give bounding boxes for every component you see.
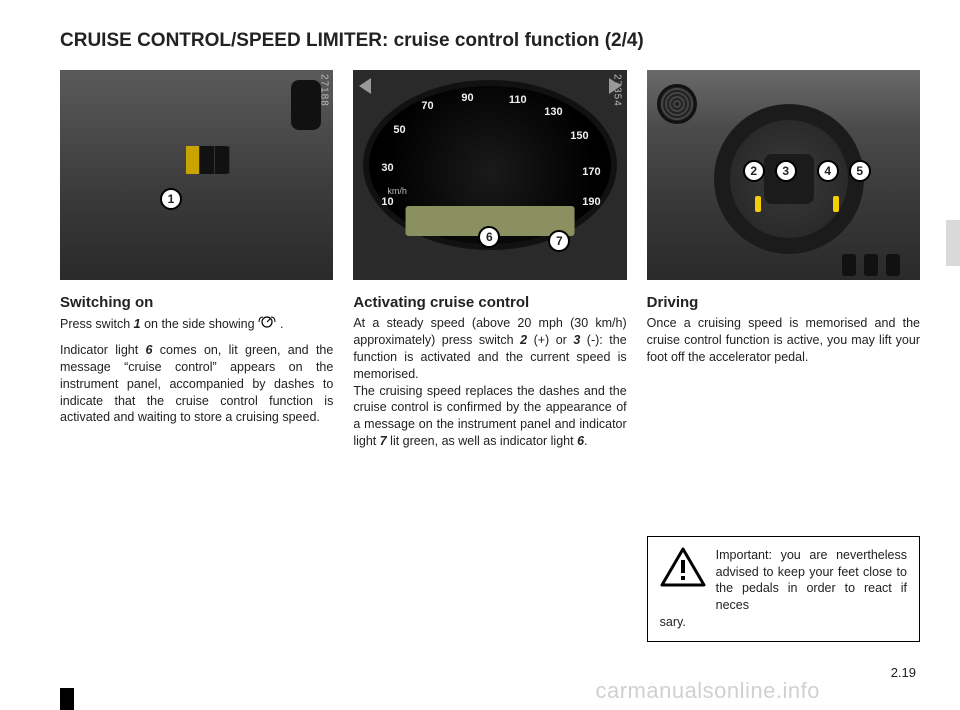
switch-cluster bbox=[186, 146, 230, 174]
activating-p2: The cruising speed replaces the dashes a… bbox=[353, 383, 626, 451]
pedals bbox=[842, 254, 900, 276]
notice-text-lead: Important: you are nevertheless advised … bbox=[716, 547, 907, 615]
air-vent bbox=[657, 84, 697, 124]
speedometer: 10 30 50 70 90 110 130 150 170 190 km/h bbox=[363, 80, 616, 250]
callout-4: 4 bbox=[817, 160, 839, 182]
content-columns: 27188 1 Switching on Press switch 1 on t… bbox=[60, 70, 920, 642]
warning-icon bbox=[660, 547, 706, 587]
figure-2: 27354 10 30 50 70 90 110 130 150 170 190… bbox=[353, 70, 626, 280]
callout-3: 3 bbox=[775, 160, 797, 182]
section-tab bbox=[946, 220, 960, 266]
page-number: 2.19 bbox=[891, 665, 916, 680]
switching-on-p2: Indicator light 6 comes on, lit green, a… bbox=[60, 342, 333, 426]
control-highlight bbox=[755, 196, 761, 212]
notice-text-tail: sary. bbox=[660, 614, 907, 631]
callout-5: 5 bbox=[849, 160, 871, 182]
column-1: 27188 1 Switching on Press switch 1 on t… bbox=[60, 70, 333, 642]
page-title: CRUISE CONTROL/SPEED LIMITER: cruise con… bbox=[60, 30, 920, 52]
notice-inner: Important: you are nevertheless advised … bbox=[660, 547, 907, 615]
watermark: carmanualsonline.info bbox=[595, 678, 820, 704]
cruise-icon bbox=[258, 316, 280, 332]
arrow-left-icon bbox=[359, 78, 371, 94]
driving-p1: Once a cruising speed is memorised and t… bbox=[647, 315, 920, 366]
arrow-right-icon bbox=[609, 78, 621, 94]
subhead-driving: Driving bbox=[647, 294, 920, 311]
callout-1: 1 bbox=[160, 188, 182, 210]
figure-1: 27188 1 bbox=[60, 70, 333, 280]
figure-3: 27150 2 3 4 5 bbox=[647, 70, 920, 280]
subhead-activating: Activating cruise control bbox=[353, 294, 626, 311]
kmh-label: km/h bbox=[387, 186, 407, 196]
column-3: 27150 2 3 4 5 Driving Once a cruising sp… bbox=[647, 70, 920, 642]
crop-mark bbox=[60, 688, 74, 710]
manual-page: CRUISE CONTROL/SPEED LIMITER: cruise con… bbox=[0, 0, 960, 710]
callout-7: 7 bbox=[548, 230, 570, 252]
control-highlight bbox=[833, 196, 839, 212]
important-notice: Important: you are nevertheless advised … bbox=[647, 536, 920, 642]
column-2: 27354 10 30 50 70 90 110 130 150 170 190… bbox=[353, 70, 626, 642]
activating-p1: At a steady speed (above 20 mph (30 km/h… bbox=[353, 315, 626, 383]
stalk-knob bbox=[291, 80, 321, 130]
callout-2: 2 bbox=[743, 160, 765, 182]
switching-on-p1: Press switch 1 on the side showing . bbox=[60, 315, 333, 334]
subhead-switching-on: Switching on bbox=[60, 294, 333, 311]
